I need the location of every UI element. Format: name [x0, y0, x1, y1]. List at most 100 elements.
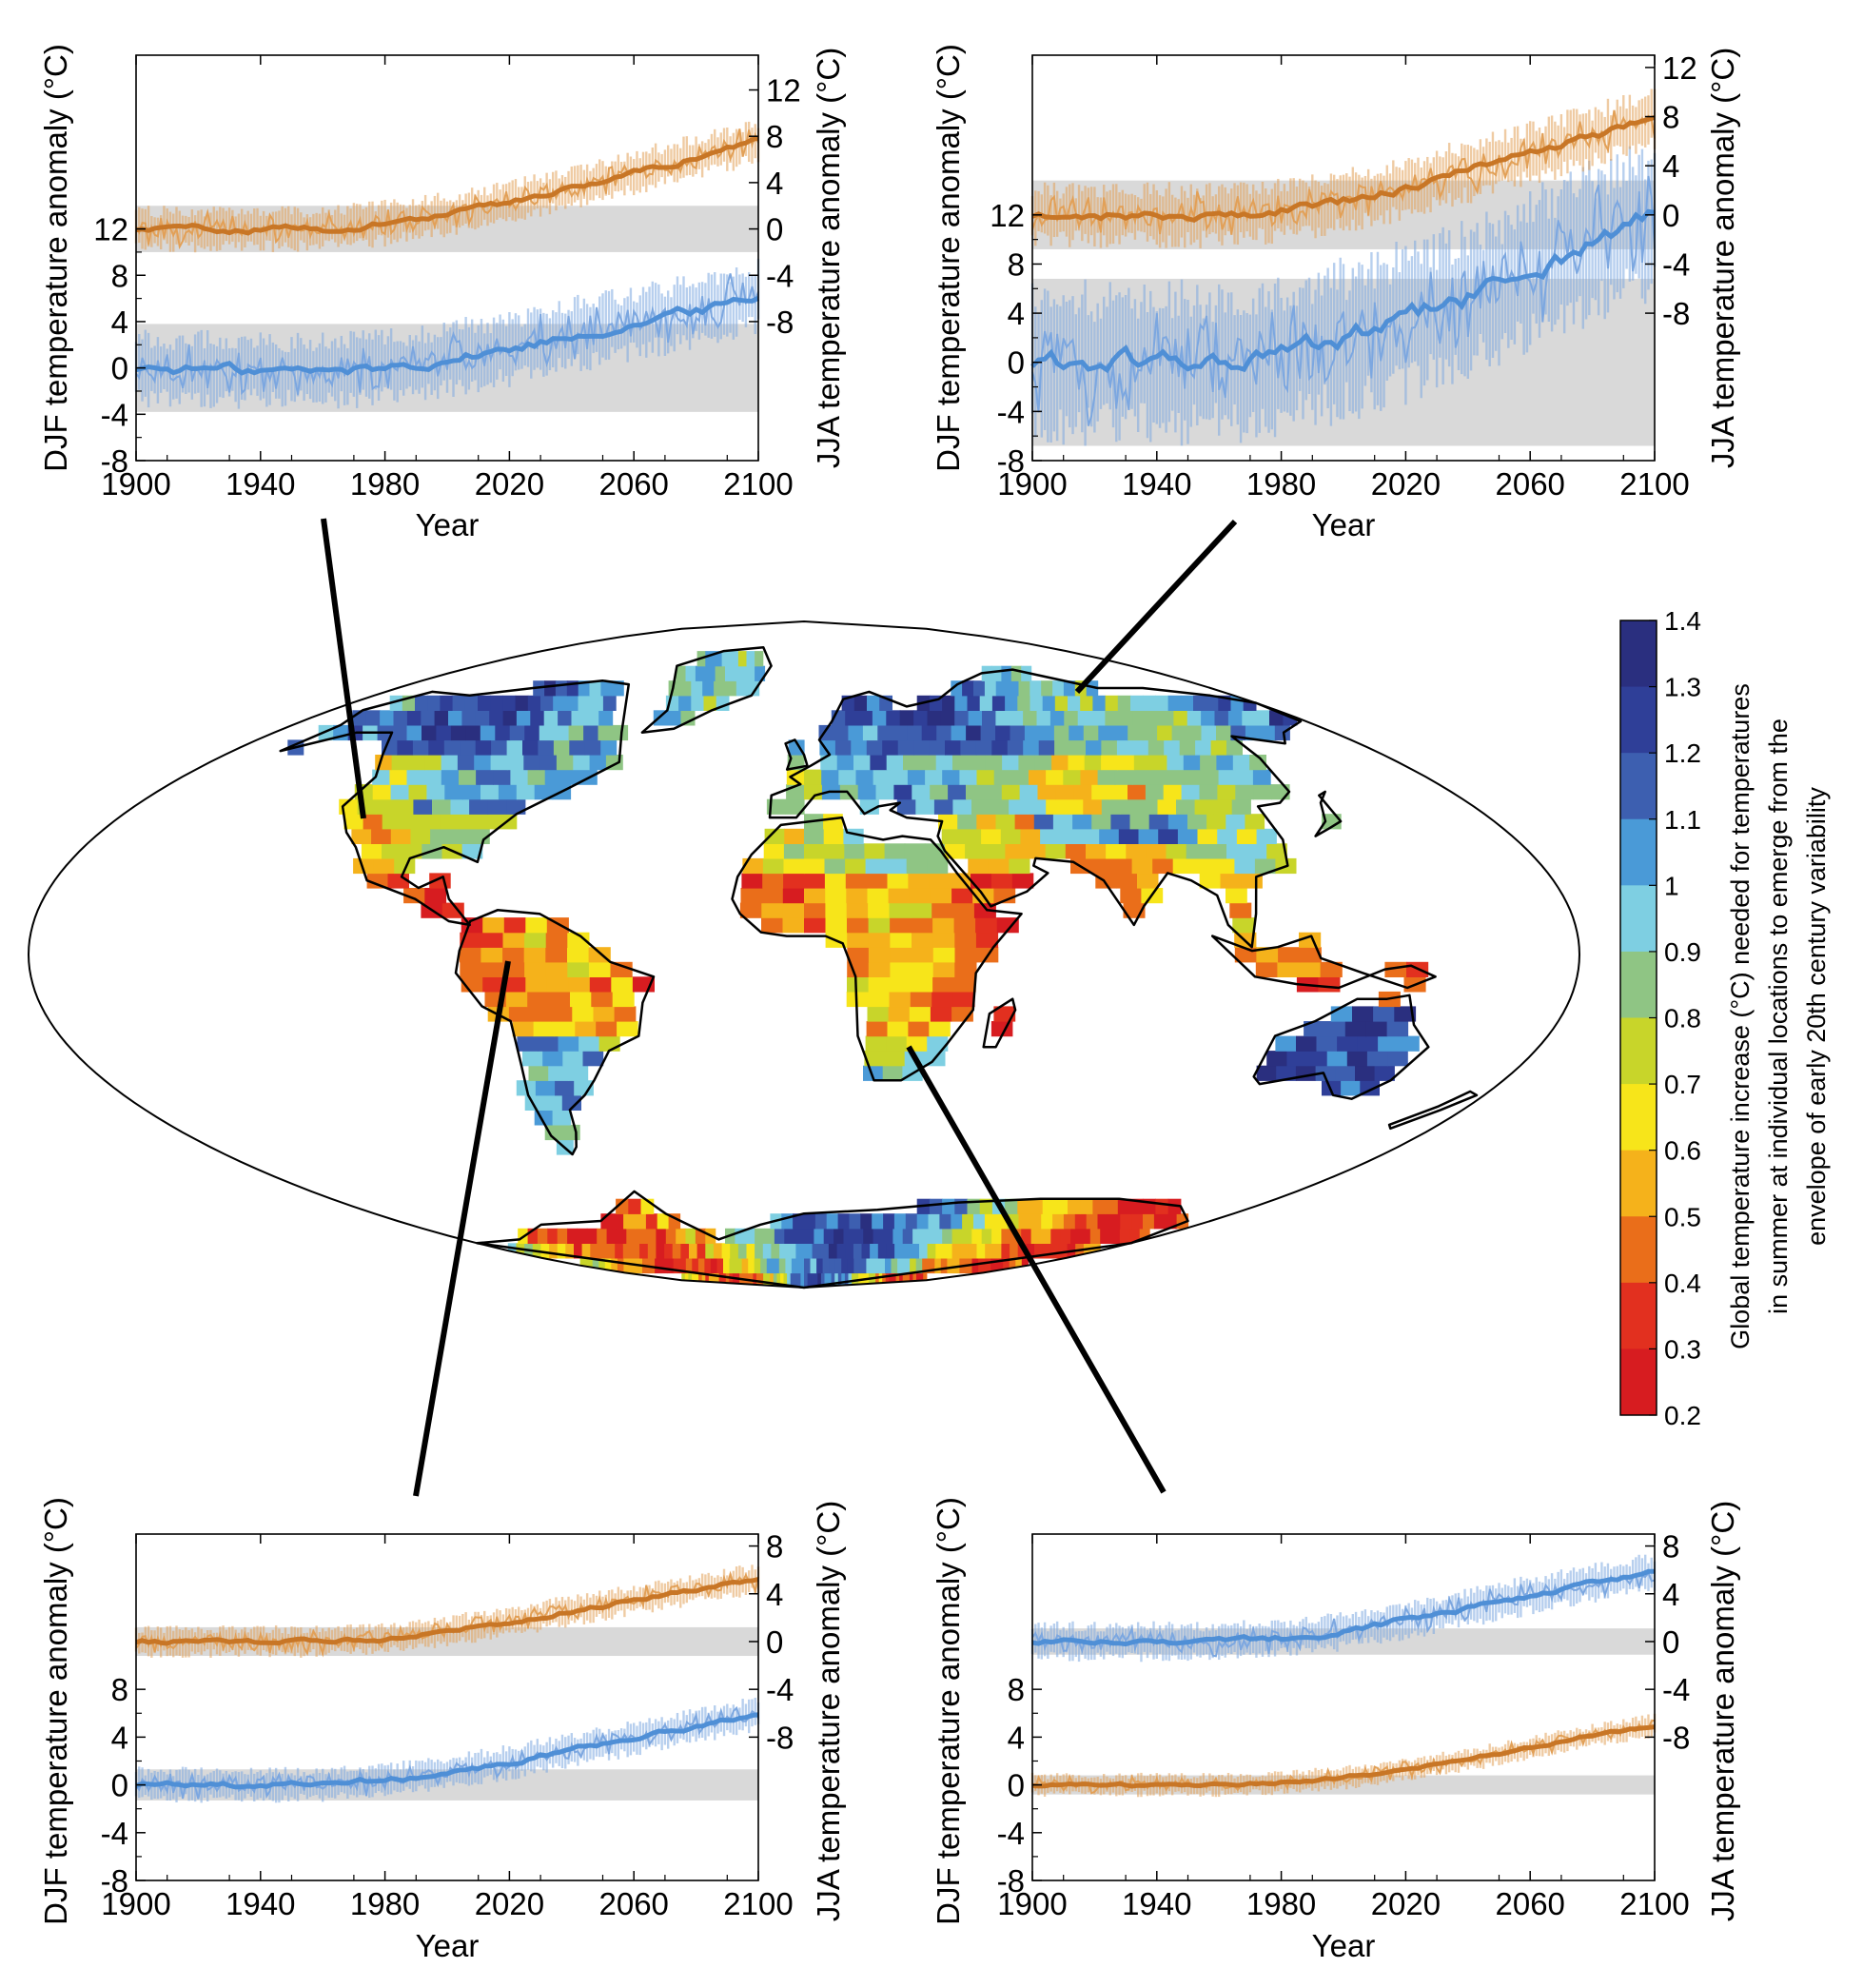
- map-cell: [953, 917, 976, 934]
- map-cell: [887, 873, 909, 889]
- map-cell: [891, 1257, 898, 1274]
- map-cell: [966, 784, 985, 800]
- left-tick-label: -8: [997, 443, 1025, 479]
- map-cell: [962, 1228, 972, 1244]
- map-cell: [565, 1243, 575, 1259]
- map-cell: [1083, 724, 1099, 741]
- map-cell: [1255, 961, 1278, 977]
- map-cell: [1120, 888, 1143, 904]
- map-cell: [1266, 1051, 1287, 1067]
- map-cell: [543, 1094, 563, 1111]
- right-tick-label: 0: [766, 1624, 783, 1660]
- colorbar-tick-label: 1.2: [1664, 738, 1701, 768]
- map-cell: [1092, 695, 1107, 711]
- map-cell: [1296, 1035, 1318, 1052]
- map-cell: [894, 1243, 904, 1259]
- map-cell: [1037, 784, 1056, 800]
- map-cell: [883, 1228, 893, 1244]
- map-cell: [617, 1257, 624, 1274]
- left-tick-label: -4: [101, 1816, 128, 1851]
- right-tick-label: 4: [1662, 1577, 1679, 1612]
- map-cell: [1163, 784, 1183, 800]
- map-cell: [371, 828, 392, 844]
- map-cell: [1195, 739, 1212, 756]
- map-cell: [478, 814, 499, 830]
- map-cell: [928, 1213, 940, 1230]
- map-cell: [714, 680, 726, 697]
- colorbar: 1.4 1.3 1.2 1.1 1 0.9 0.8 0.7 0.6 0.5 0.4 0.3 0.2 Gl…: [1619, 606, 1831, 1430]
- map-cell: [430, 828, 451, 844]
- map-cell: [845, 857, 867, 875]
- map-cell: [1266, 843, 1287, 859]
- map-cell: [927, 1243, 936, 1259]
- map-cell: [985, 1243, 994, 1259]
- left-tick-label: 8: [1008, 1672, 1025, 1707]
- map-cell: [996, 917, 1019, 934]
- map-cell: [1080, 695, 1093, 711]
- map-cell: [502, 695, 517, 711]
- map-cell: [785, 1257, 793, 1274]
- map-cell: [1018, 680, 1030, 697]
- map-cell: [506, 739, 523, 756]
- map-cell: [1213, 857, 1235, 875]
- map-cell: [1041, 680, 1053, 697]
- map-cell: [1050, 1243, 1060, 1259]
- map-cell: [759, 1272, 764, 1288]
- coastlines: [279, 645, 1479, 1289]
- map-cell: [770, 1272, 775, 1288]
- map-cell: [469, 798, 489, 815]
- map-cell: [1299, 961, 1322, 977]
- map-cell: [460, 739, 477, 756]
- map-cell: [612, 680, 624, 697]
- map-cell: [762, 857, 784, 875]
- map-cell: [919, 755, 937, 771]
- left-axis-title: DJF temperature anomaly (°C): [931, 1497, 966, 1925]
- map-cell: [394, 857, 416, 875]
- map-cell: [1193, 857, 1215, 875]
- coastline-new-zealand: [1387, 1090, 1479, 1131]
- map-cell: [888, 888, 911, 904]
- left-tick-label: 12: [990, 198, 1025, 233]
- map-cell: [1052, 1213, 1065, 1230]
- map-cell: [502, 947, 525, 963]
- map-cell: [868, 917, 891, 934]
- map-cell: [952, 991, 975, 1008]
- map-cell: [838, 769, 857, 785]
- map-cell: [744, 665, 755, 681]
- map-cell: [1020, 828, 1041, 844]
- map-cell: [870, 1243, 879, 1259]
- left-tick-label: 0: [111, 351, 128, 386]
- map-cell: [718, 1272, 723, 1288]
- series-djf-smoothed: [1030, 208, 1656, 374]
- map-cell: [882, 739, 899, 756]
- right-axis-title: JJA temperature anomaly (°C): [1705, 1501, 1740, 1921]
- map-cell: [804, 1257, 812, 1274]
- colorbar-tick-label: 0.5: [1664, 1202, 1701, 1231]
- map-cell: [450, 724, 466, 741]
- map-cell: [1160, 710, 1174, 726]
- map-cell: [732, 1272, 737, 1288]
- map-cell: [721, 1243, 731, 1259]
- map-cell: [875, 1272, 880, 1288]
- map-cell: [1167, 814, 1188, 830]
- map-cell: [432, 798, 452, 815]
- map-cell: [1083, 1243, 1093, 1259]
- map-cell: [907, 769, 926, 785]
- coastline-madagascar: [982, 997, 1017, 1049]
- right-tick-label: -4: [766, 1672, 794, 1707]
- map-cell: [656, 1228, 667, 1244]
- colorbar-tick-label: 0.9: [1664, 937, 1701, 967]
- map-cell: [702, 680, 715, 697]
- map-cell: [729, 1272, 734, 1288]
- map-cell: [1253, 784, 1272, 800]
- map-cell: [685, 1228, 696, 1244]
- map-cell: [623, 1213, 636, 1230]
- plot-area: [134, 121, 760, 412]
- left-tick-label: 0: [1008, 1768, 1025, 1803]
- map-cell: [598, 710, 614, 726]
- map-cell: [990, 798, 1010, 815]
- map-cell: [868, 932, 891, 948]
- map-cell: [554, 1021, 576, 1037]
- map-cell: [762, 1243, 772, 1259]
- map-cell: [489, 710, 504, 726]
